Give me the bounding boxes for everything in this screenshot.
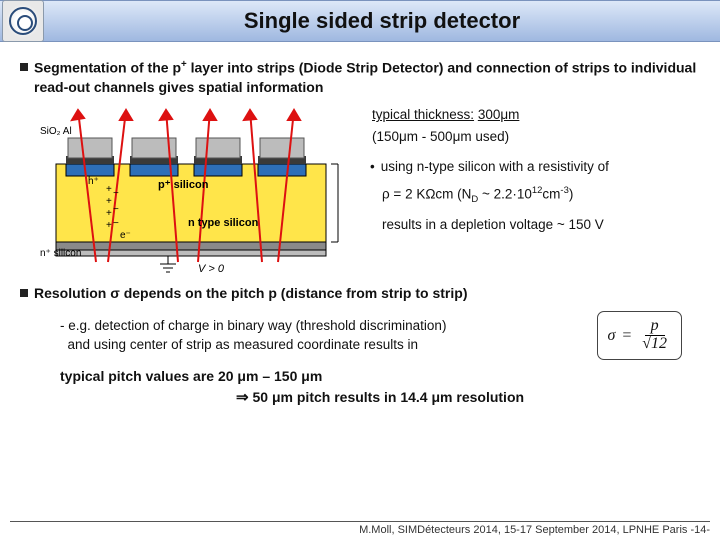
thick-range: (150μm - 500μm used) [372,129,509,144]
sigma: σ [608,327,616,345]
bullet-text: Segmentation of the p+ layer into strips… [34,58,700,96]
pitch-row: - e.g. detection of charge in binary way… [60,311,682,360]
svg-text:−: − [113,204,119,215]
footer: M.Moll, SIMDétecteurs 2014, 15-17 Septem… [10,521,710,536]
depl-line: results in a depletion voltage ~ 150 V [382,214,609,236]
label-nplus: n⁺ silicon [40,248,81,259]
thick-main: 300μm [478,107,520,122]
pitch-values: typical pitch values are 20 μm – 150 μm [60,368,700,384]
sigma-formula: σ = p √12 [597,311,682,360]
svg-text:+: + [106,196,112,207]
cern-logo [2,0,44,42]
thickness-block: typical thickness: 300μm (150μm - 500μm … [368,104,609,235]
mid-row: + + + + − − − SiO₂ Al p⁺ silicon n type … [38,104,700,274]
svg-text:+: + [106,208,112,219]
page-title: Single sided strip detector [44,8,720,34]
label-h: h⁺ [88,176,99,187]
frac-num: p [645,318,665,336]
bullet-square-icon [20,289,28,297]
bullet-segmentation: Segmentation of the p+ layer into strips… [20,58,700,96]
li-resistivity: using n-type silicon with a resistivity … [370,156,609,178]
arrow-icon: ⇒ [236,389,249,406]
concl-text: 50 μm pitch results in 14.4 μm resolutio… [253,389,525,405]
frac-den: √12 [638,336,671,353]
conclusion: ⇒50 μm pitch results in 14.4 μm resoluti… [60,388,700,406]
fraction: p √12 [638,318,671,353]
svg-text:−: − [113,218,119,229]
sub-a: - e.g. detection of charge in binary way… [60,318,446,333]
svg-text:+: + [106,184,112,195]
bullet-square-icon [20,63,28,71]
bullet-res-text: Resolution σ depends on the pitch p (dis… [34,284,467,303]
label-pplus: p⁺ silicon [158,179,209,191]
label-ntype: n type silicon [188,217,259,229]
equals: = [621,327,632,345]
seg-a: Segmentation of the p [34,60,181,76]
sub-text: - e.g. detection of charge in binary way… [60,317,446,353]
thick-label: typical thickness: [372,107,474,122]
label-v: V > 0 [198,263,225,274]
sub-b: and using center of strip as measured co… [68,337,418,352]
bullet-resolution: Resolution σ depends on the pitch p (dis… [20,284,700,303]
label-e: e⁻ [120,230,131,241]
detector-diagram: + + + + − − − SiO₂ Al p⁺ silicon n type … [38,104,348,274]
label-top: SiO₂ Al [40,126,72,137]
rho-line: ρ = 2 KΩcm (ND ~ 2.2·1012cm-3) [382,183,609,207]
slide-content: Segmentation of the p+ layer into strips… [0,42,720,414]
svg-text:+: + [106,220,112,231]
svg-text:−: − [113,188,119,199]
title-banner: Single sided strip detector [0,0,720,42]
